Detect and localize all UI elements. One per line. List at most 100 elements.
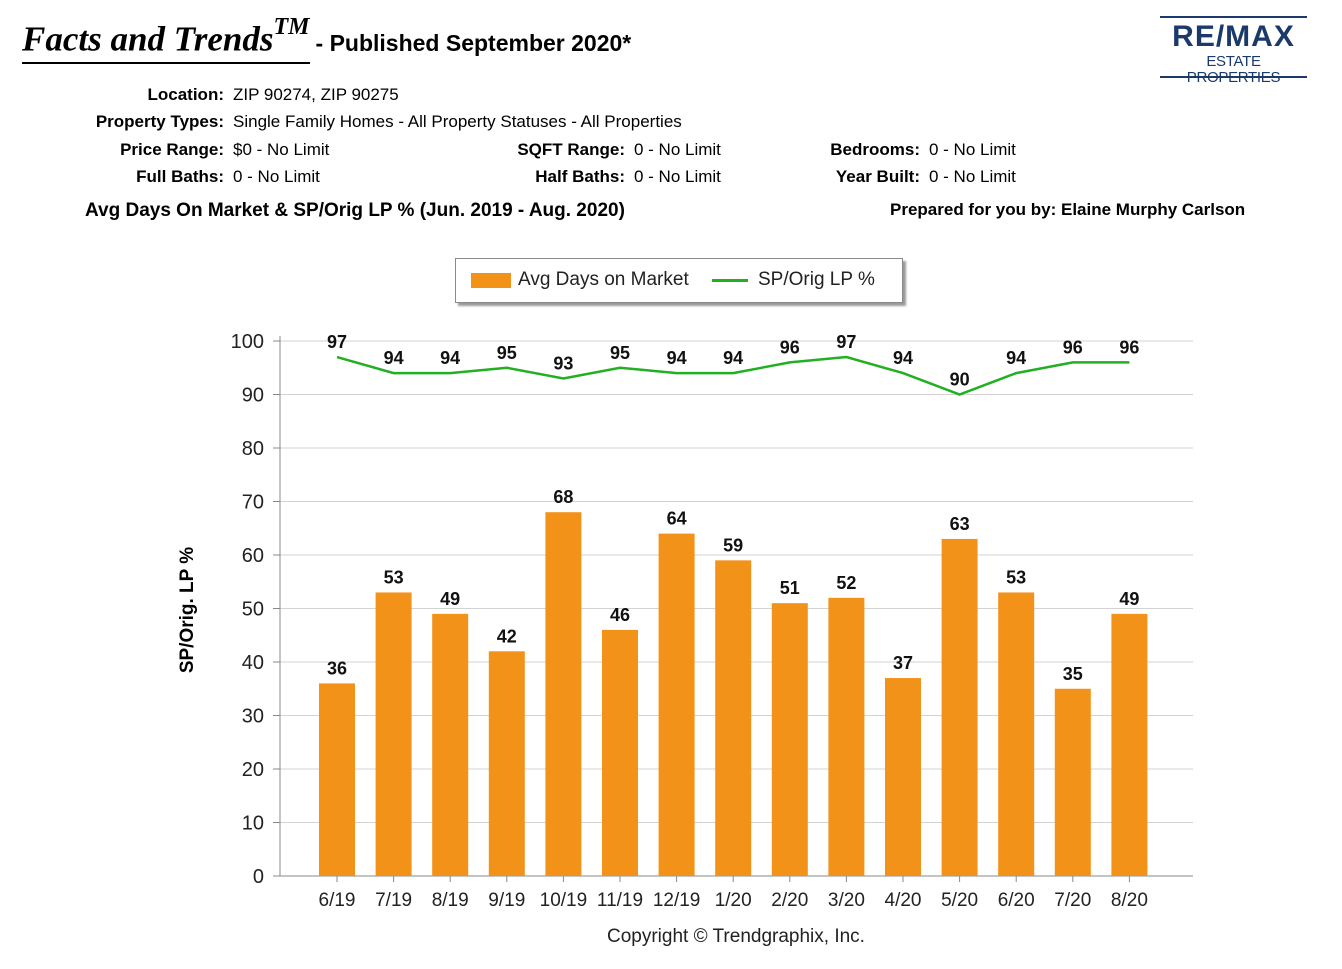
y-tick-label: 10 xyxy=(242,813,264,835)
location-label: Location: xyxy=(147,85,225,104)
line-data-label: 94 xyxy=(893,348,913,368)
bedrooms-label: Bedrooms: xyxy=(830,140,920,159)
x-tick-label: 4/20 xyxy=(885,890,922,911)
bar xyxy=(545,512,582,876)
line-data-label: 93 xyxy=(553,353,573,373)
legend-label-days-on-market: Avg Days on Market xyxy=(518,269,689,290)
property-types-label: Property Types: xyxy=(95,112,224,131)
bar xyxy=(715,560,752,876)
bar-data-label: 59 xyxy=(723,535,743,555)
bar xyxy=(319,683,355,876)
bedrooms-value: 0 - No Limit xyxy=(929,140,1016,159)
y-tick-label: 70 xyxy=(242,492,264,514)
line-data-label: 94 xyxy=(440,348,460,368)
y-axis-label: SP/Orig. LP % xyxy=(177,546,198,674)
bar-data-label: 37 xyxy=(893,653,913,673)
line-data-label: 96 xyxy=(780,337,800,357)
x-tick-label: 12/19 xyxy=(653,890,701,911)
y-tick-label: 40 xyxy=(242,652,264,674)
logo-main-text: RE/MAX xyxy=(1172,20,1295,53)
x-tick-label: 9/19 xyxy=(488,890,525,911)
bar-data-label: 42 xyxy=(497,626,517,646)
y-tick-label: 100 xyxy=(231,331,264,353)
x-tick-label: 8/20 xyxy=(1111,890,1148,911)
x-tick-label: 8/19 xyxy=(432,890,469,911)
x-tick-label: 10/19 xyxy=(540,890,588,911)
bar-data-label: 35 xyxy=(1063,664,1083,684)
bar xyxy=(488,651,525,876)
x-tick-label: 5/20 xyxy=(941,890,978,911)
line-data-label: 94 xyxy=(1006,348,1026,368)
sqft-range-label: SQFT Range: xyxy=(517,140,625,159)
published-date: - Published September 2020* xyxy=(315,29,632,56)
location-value: ZIP 90274, ZIP 90275 xyxy=(233,85,399,104)
line-data-label: 95 xyxy=(497,343,517,363)
trademark-mark: TM xyxy=(273,14,310,40)
half-baths-value: 0 - No Limit xyxy=(634,167,721,186)
x-tick-label: 7/19 xyxy=(375,890,412,911)
line-data-label: 96 xyxy=(1063,337,1083,357)
y-tick-label: 60 xyxy=(242,545,264,567)
chart-legend: Avg Days on Market SP/Orig LP % xyxy=(455,258,903,303)
x-tick-label: 11/19 xyxy=(597,890,643,911)
bar-data-label: 53 xyxy=(1006,567,1026,587)
bar xyxy=(828,597,865,876)
line-data-label: 96 xyxy=(1119,337,1139,357)
bar xyxy=(885,678,921,876)
price-range-label: Price Range: xyxy=(120,140,224,159)
y-tick-label: 0 xyxy=(253,866,264,888)
bar xyxy=(602,629,638,876)
bar xyxy=(771,603,808,876)
bar xyxy=(658,533,695,876)
bar xyxy=(941,538,978,876)
x-tick-label: 6/20 xyxy=(998,890,1035,911)
bar xyxy=(1054,688,1091,876)
line-data-label: 90 xyxy=(950,370,970,390)
legend-label-sp-orig-lp: SP/Orig LP % xyxy=(758,269,875,290)
line-data-label: 97 xyxy=(327,332,347,352)
x-tick-label: 1/20 xyxy=(715,890,752,911)
legend-bar-swatch xyxy=(471,273,511,288)
prepared-by: Prepared for you by: Elaine Murphy Carls… xyxy=(890,200,1246,219)
full-baths-value: 0 - No Limit xyxy=(233,167,320,186)
line-data-label: 97 xyxy=(836,332,856,352)
bar-data-label: 64 xyxy=(667,509,687,529)
chart-subheading: Avg Days On Market & SP/Orig LP % (Jun. … xyxy=(85,200,625,221)
line-series xyxy=(336,355,1130,396)
bar-data-label: 36 xyxy=(327,658,347,678)
y-tick-label: 90 xyxy=(242,385,264,407)
year-built-label: Year Built: xyxy=(835,167,920,186)
line-data-label: 94 xyxy=(667,348,687,368)
logo-sub-text: ESTATE PROPERTIES xyxy=(1186,53,1281,86)
full-baths-label: Full Baths: xyxy=(136,167,224,186)
legend-line-swatch xyxy=(712,279,748,282)
sqft-range-value: 0 - No Limit xyxy=(634,140,721,159)
price-range-value: $0 - No Limit xyxy=(233,140,330,159)
bar xyxy=(432,613,469,876)
line-data-label: 94 xyxy=(723,348,743,368)
y-tick-label: 30 xyxy=(242,706,264,728)
bar-data-label: 63 xyxy=(950,514,970,534)
remax-logo: RE/MAX ESTATE PROPERTIES xyxy=(1160,16,1307,86)
property-types-value: Single Family Homes - All Property Statu… xyxy=(233,112,682,131)
bar xyxy=(375,592,412,876)
bar-data-label: 49 xyxy=(1119,589,1139,609)
x-tick-label: 2/20 xyxy=(771,890,808,911)
title-text: Facts and Trends xyxy=(22,19,274,59)
copyright-notice: Copyright © Trendgraphix, Inc. xyxy=(607,926,865,947)
bar-data-label: 46 xyxy=(610,605,630,625)
bar-data-label: 52 xyxy=(836,573,856,593)
line-data-label: 95 xyxy=(610,343,630,363)
title-main: Facts and TrendsTM xyxy=(22,14,310,64)
half-baths-label: Half Baths: xyxy=(535,167,625,186)
bar-data-label: 51 xyxy=(780,578,800,598)
line-data-label: 94 xyxy=(384,348,404,368)
bar-data-label: 53 xyxy=(384,567,404,587)
x-tick-label: 6/19 xyxy=(319,890,356,911)
bar xyxy=(1111,613,1148,876)
report-title: Facts and TrendsTM- Published September … xyxy=(22,14,632,64)
bar-data-label: 68 xyxy=(553,487,573,507)
bar xyxy=(998,592,1035,876)
x-tick-label: 7/20 xyxy=(1054,890,1091,911)
y-tick-label: 50 xyxy=(242,599,264,621)
